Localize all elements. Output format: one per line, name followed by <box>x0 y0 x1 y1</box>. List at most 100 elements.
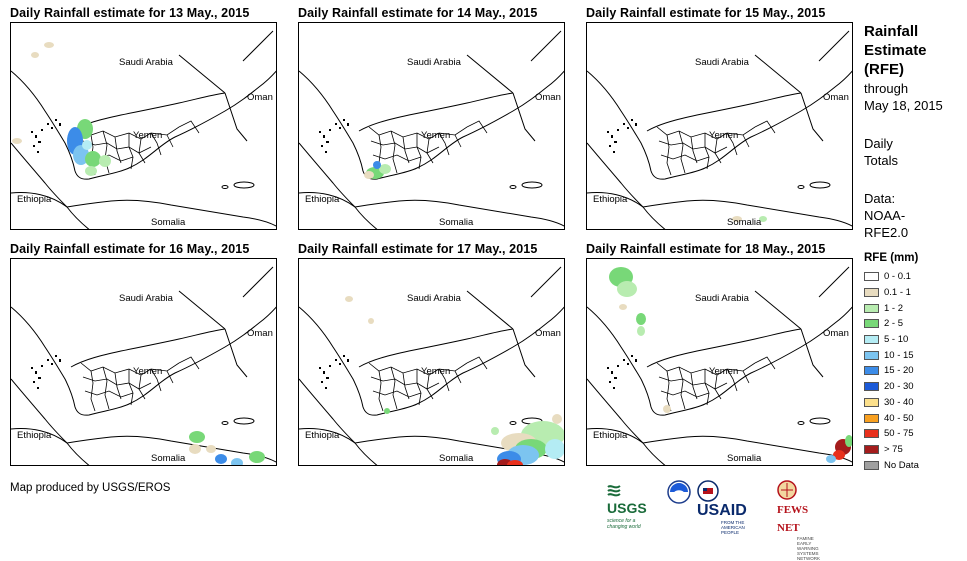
oman-border <box>224 328 248 378</box>
oman-north-border <box>178 54 226 94</box>
rain-blob <box>85 151 101 167</box>
map-14-may: Saudi Arabia Oman Yemen Ethiopia Somalia <box>298 22 565 230</box>
arabia-coastline <box>11 306 276 416</box>
rain-blob <box>833 450 845 460</box>
panel-title: Daily Rainfall estimate for 17 May., 201… <box>298 242 538 256</box>
rain-blob <box>73 145 89 165</box>
rain-blob <box>379 164 391 174</box>
credit: Map produced by USGS/EROS <box>10 482 171 494</box>
label-ethiopia: Ethiopia <box>593 194 628 205</box>
saudi-yemen-border <box>646 92 802 132</box>
legend-swatch <box>864 350 879 360</box>
uae-border <box>818 30 850 62</box>
africa-coastline <box>299 142 564 227</box>
label-ethiopia: Ethiopia <box>305 194 340 205</box>
rain-blob <box>12 138 22 144</box>
side-daily: Daily <box>864 136 893 151</box>
saudi-yemen-border <box>358 328 514 368</box>
africa-coastline <box>11 142 276 227</box>
legend-label: 2 - 5 <box>884 318 904 330</box>
red-sea-islands <box>319 119 349 153</box>
legend-item: 30 - 40 <box>864 395 919 411</box>
legend-item: 0.1 - 1 <box>864 285 919 301</box>
legend-label: 1 - 2 <box>884 302 904 314</box>
fewsnet-globe-icon <box>777 480 797 500</box>
red-sea-islands <box>31 355 61 389</box>
socotra <box>797 181 831 189</box>
panel-title: Daily Rainfall estimate for 16 May., 201… <box>10 242 250 256</box>
legend-swatch <box>864 303 879 313</box>
rain-blob <box>364 171 374 179</box>
saudi-yemen-border <box>70 328 226 368</box>
fewsnet-text: FEWS NET <box>777 504 809 534</box>
ethiopia-somalia-border <box>587 192 666 229</box>
legend-label: 0.1 - 1 <box>884 287 911 299</box>
legend-item: 1 - 2 <box>864 300 919 316</box>
usaid-seal-icon <box>697 480 719 502</box>
oman-border <box>224 92 248 142</box>
legend-swatch <box>864 319 879 329</box>
socotra <box>797 417 831 425</box>
usgs-tagline: science for a changing world <box>607 518 641 530</box>
side-title-line3: (RFE) <box>864 61 904 78</box>
rain-blob <box>845 435 852 447</box>
rain-blob <box>552 414 562 424</box>
legend-label: 30 - 40 <box>884 396 914 408</box>
uae-border <box>530 30 562 62</box>
rain-blob <box>189 431 205 443</box>
legend-swatch <box>864 444 879 454</box>
rain-blob <box>384 408 390 414</box>
yemen-governorates <box>656 120 776 176</box>
map-18-may: Saudi Arabia Oman Yemen Ethiopia Somalia <box>586 258 853 466</box>
rain-blob <box>617 281 637 297</box>
rain-blob <box>189 444 201 454</box>
label-somalia: Somalia <box>727 453 762 464</box>
side-title-line1: Rainfall <box>864 23 919 40</box>
ethiopia-somalia-border <box>299 192 378 229</box>
legend-item: 50 - 75 <box>864 426 919 442</box>
label-yemen: Yemen <box>133 130 162 141</box>
legend-swatch <box>864 366 879 376</box>
rainfall-overlay <box>364 161 391 179</box>
usgs-logo: USGS science for a changing world <box>607 482 647 530</box>
africa-coastline <box>11 378 276 463</box>
arabia-coastline <box>587 70 852 180</box>
rain-blob <box>231 458 243 465</box>
side-date: May 18, 2015 <box>864 98 943 113</box>
yemen-governorates <box>656 356 776 412</box>
label-ethiopia: Ethiopia <box>17 194 52 205</box>
fewsnet-tagline: FAMINE EARLY WARNING SYSTEMS NETWORK <box>797 536 820 561</box>
side-data-src1: NOAA- <box>864 208 906 223</box>
rain-blob <box>545 439 564 459</box>
rain-blob <box>826 455 836 463</box>
rain-blob <box>373 161 381 169</box>
label-oman: Oman <box>535 328 561 339</box>
usaid-tagline: FROM THE AMERICAN PEOPLE <box>721 520 745 535</box>
legend-swatch <box>864 429 879 439</box>
rain-blob <box>85 166 97 176</box>
legend: 0 - 0.1 0.1 - 1 1 - 2 2 - 5 5 - 10 10 - 15 15 … <box>864 269 919 473</box>
label-oman: Oman <box>823 92 849 103</box>
uae-border <box>530 266 562 298</box>
panel-title: Daily Rainfall estimate for 14 May., 201… <box>298 6 538 20</box>
noaa-logo <box>667 480 691 509</box>
legend-item: 15 - 20 <box>864 363 919 379</box>
saudi-yemen-border <box>358 92 514 132</box>
legend-swatch <box>864 335 879 345</box>
legend-item: No Data <box>864 457 919 473</box>
map-13-may: Saudi Arabia Oman Yemen Ethiopia Somalia <box>10 22 277 230</box>
rain-blob <box>637 326 645 336</box>
panel-title: Daily Rainfall estimate for 15 May., 201… <box>586 6 826 20</box>
africa-coastline <box>587 142 852 227</box>
oman-north-border <box>466 290 514 330</box>
red-sea-islands <box>31 119 61 153</box>
side-totals: Totals <box>864 153 898 168</box>
rain-blob <box>82 140 92 150</box>
ethiopia-somalia-border <box>587 428 666 465</box>
rainfall-overlay <box>12 42 111 176</box>
label-ethiopia: Ethiopia <box>17 430 52 441</box>
rain-blob <box>507 460 523 465</box>
label-saudi-arabia: Saudi Arabia <box>695 293 750 304</box>
oman-north-border <box>466 54 514 94</box>
uae-border <box>242 266 274 298</box>
